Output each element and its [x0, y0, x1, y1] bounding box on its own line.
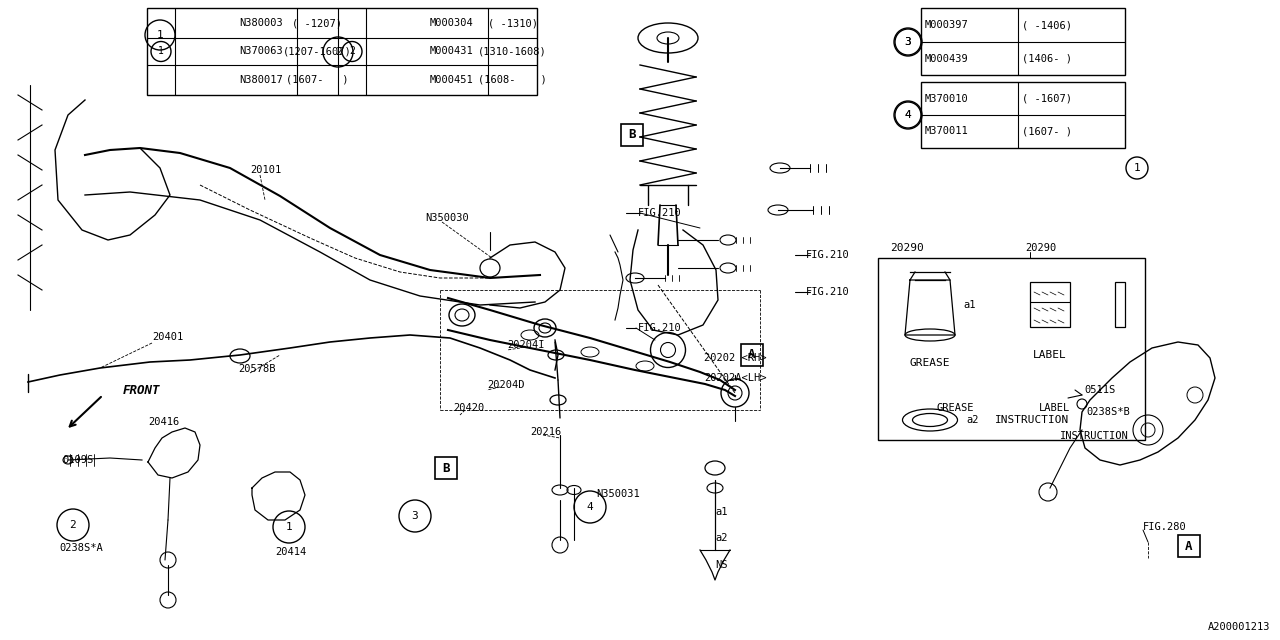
Text: B: B: [628, 129, 636, 141]
Text: M000451: M000451: [430, 75, 474, 85]
Text: FIG.280: FIG.280: [1143, 522, 1187, 532]
Text: GREASE: GREASE: [910, 358, 950, 368]
Text: 1: 1: [157, 47, 164, 56]
Text: N380017: N380017: [239, 75, 283, 85]
Bar: [435, 457, 457, 479]
Text: 20414: 20414: [275, 547, 306, 557]
Text: 3: 3: [905, 37, 911, 47]
Text: A: A: [1185, 540, 1193, 552]
Text: 20401: 20401: [152, 332, 183, 342]
Text: 1: 1: [1134, 163, 1140, 173]
Text: 1: 1: [156, 30, 164, 40]
Text: N370063: N370063: [239, 47, 283, 56]
Text: FRONT: FRONT: [123, 383, 160, 397]
Text: a2: a2: [966, 415, 978, 425]
Text: GREASE: GREASE: [936, 403, 974, 413]
Text: (1607- ): (1607- ): [1021, 127, 1073, 136]
Text: (1406- ): (1406- ): [1021, 54, 1073, 63]
Text: 20420: 20420: [453, 403, 484, 413]
Text: A200001213: A200001213: [1207, 622, 1270, 632]
Text: 20416: 20416: [148, 417, 179, 427]
Text: 20101: 20101: [250, 165, 282, 175]
Text: B: B: [443, 461, 449, 474]
Text: M370010: M370010: [925, 93, 969, 104]
Text: ( -1310): ( -1310): [488, 18, 538, 28]
Text: N350030: N350030: [425, 213, 468, 223]
Text: (1607-   ): (1607- ): [287, 75, 348, 85]
Text: 0238S*B: 0238S*B: [1085, 407, 1130, 417]
Text: 2: 2: [69, 520, 77, 530]
Text: 3: 3: [412, 511, 419, 521]
Text: 20578B: 20578B: [238, 364, 275, 374]
Text: M370011: M370011: [925, 127, 969, 136]
Bar: [1178, 535, 1201, 557]
Text: M000431: M000431: [430, 47, 474, 56]
Text: ( -1207): ( -1207): [293, 18, 343, 28]
Text: 0238S*A: 0238S*A: [59, 543, 102, 553]
Text: M000439: M000439: [925, 54, 969, 63]
Text: 20204D: 20204D: [486, 380, 525, 390]
Bar: [147, 8, 538, 95]
Text: A: A: [749, 349, 755, 362]
Text: a1: a1: [963, 300, 975, 310]
Bar: [621, 124, 643, 146]
Text: 20204I: 20204I: [507, 340, 544, 350]
Bar: [1030, 282, 1070, 327]
Text: ( -1406): ( -1406): [1021, 20, 1073, 30]
Text: a2: a2: [716, 533, 727, 543]
Bar: [741, 344, 763, 366]
Text: 1: 1: [285, 522, 292, 532]
Text: a1: a1: [716, 507, 727, 517]
Text: 20216: 20216: [530, 427, 561, 437]
Text: 2: 2: [349, 47, 355, 56]
Text: 20202 <RH>: 20202 <RH>: [704, 353, 767, 363]
Bar: [922, 8, 1125, 75]
Text: M000397: M000397: [925, 20, 969, 30]
Text: FIG.210: FIG.210: [806, 250, 850, 260]
Text: 0511S: 0511S: [1084, 385, 1115, 395]
Text: 4: 4: [905, 110, 911, 120]
Text: 4: 4: [905, 110, 911, 120]
Text: NS: NS: [716, 560, 727, 570]
Text: LABEL: LABEL: [1033, 350, 1066, 360]
Bar: [1115, 282, 1125, 327]
Text: (1207-1607): (1207-1607): [283, 47, 352, 56]
Text: LABEL: LABEL: [1038, 403, 1070, 413]
Text: FIG.210: FIG.210: [637, 208, 682, 218]
Text: 3: 3: [905, 37, 911, 47]
Text: INSTRUCTION: INSTRUCTION: [995, 415, 1069, 425]
Text: 4: 4: [586, 502, 594, 512]
Text: 20202A<LH>: 20202A<LH>: [704, 373, 767, 383]
Text: INSTRUCTION: INSTRUCTION: [1060, 431, 1129, 441]
Bar: [922, 82, 1125, 148]
Text: 0109S: 0109S: [61, 455, 93, 465]
Text: FIG.210: FIG.210: [637, 323, 682, 333]
Text: 20290: 20290: [1025, 243, 1056, 253]
Text: N380003: N380003: [239, 18, 283, 28]
Text: 2: 2: [334, 47, 342, 57]
Text: N350031: N350031: [596, 489, 640, 499]
Text: 20290: 20290: [890, 243, 924, 253]
Text: (1608-    ): (1608- ): [479, 75, 547, 85]
Bar: [878, 258, 1146, 440]
Text: M000304: M000304: [430, 18, 474, 28]
Text: FIG.210: FIG.210: [806, 287, 850, 297]
Text: ( -1607): ( -1607): [1021, 93, 1073, 104]
Text: (1310-1608): (1310-1608): [479, 47, 547, 56]
